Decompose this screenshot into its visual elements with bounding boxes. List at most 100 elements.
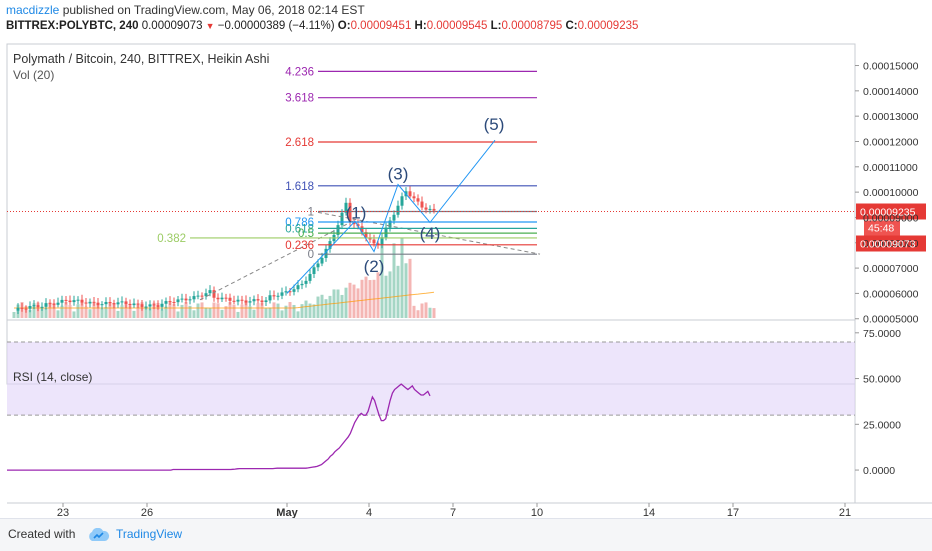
time-tick-label: 17 xyxy=(727,507,739,518)
published-text: published on TradingView.com, May 06, 20… xyxy=(62,3,365,17)
volume-bar xyxy=(84,306,88,318)
volume-bar xyxy=(40,308,44,318)
volume-bar xyxy=(364,276,368,318)
volume-bar xyxy=(280,310,284,318)
price-pane-frame xyxy=(6,43,856,385)
candle-body xyxy=(412,196,416,199)
candle-body xyxy=(400,196,404,206)
price-tick-label: 0.00010000 xyxy=(863,187,919,199)
volume-bar xyxy=(384,275,388,318)
last-price-badge xyxy=(856,235,926,252)
volume-bar xyxy=(344,287,348,318)
volume-bar xyxy=(228,302,232,318)
volume-bar xyxy=(272,302,276,318)
volume-bar xyxy=(92,302,96,318)
elliott-wave-path xyxy=(286,139,496,294)
volume-bar xyxy=(96,302,100,318)
high-value: 0.00009545 xyxy=(426,20,488,32)
volume-bar xyxy=(144,307,148,318)
volume-bar xyxy=(76,304,80,318)
volume-bar xyxy=(388,271,392,318)
volume-bar xyxy=(276,303,280,318)
fib-level-label: 0.382 xyxy=(157,233,186,245)
volume-bar xyxy=(308,303,312,318)
author-link[interactable]: macdizzle xyxy=(6,3,60,17)
open-label: O: xyxy=(337,20,351,32)
time-tick-label: 4 xyxy=(366,507,372,518)
volume-bar xyxy=(424,302,428,318)
candle-body xyxy=(352,222,356,225)
price-tick-label: 0.00006000 xyxy=(863,288,919,300)
volume-bar xyxy=(52,303,56,318)
candle-body xyxy=(336,225,340,235)
time-tick-label: 14 xyxy=(643,507,655,518)
fib-level-label: 0.236 xyxy=(285,240,314,252)
candle-body xyxy=(72,300,76,303)
candle-body xyxy=(380,237,384,245)
candle-body xyxy=(216,297,220,300)
volume-bar xyxy=(100,308,104,318)
candle-body xyxy=(188,299,192,301)
last-price: 0.00009073 xyxy=(141,20,203,32)
candle-body xyxy=(144,306,148,308)
volume-bar xyxy=(404,263,408,318)
wave-label: (5) xyxy=(484,115,505,134)
candle-body xyxy=(312,267,316,275)
price-tick-label: 0.00005000 xyxy=(863,314,919,326)
candle-body xyxy=(40,306,44,308)
candle-body xyxy=(340,212,344,226)
candle-body xyxy=(116,302,120,305)
tradingview-link[interactable]: TradingView xyxy=(116,527,183,541)
candle-body xyxy=(132,303,136,306)
candle-body xyxy=(416,198,420,202)
volume-bar xyxy=(148,308,152,318)
volume-bar xyxy=(212,302,216,318)
fib-level-label: 4.236 xyxy=(285,66,314,78)
low-label: L: xyxy=(490,20,502,32)
rsi-title: RSI (14, close) xyxy=(13,370,92,384)
volume-bar xyxy=(164,306,168,318)
candle-body xyxy=(96,302,100,306)
price-tick-label: 0.00013000 xyxy=(863,111,919,123)
candle-body xyxy=(268,295,272,301)
candle-body xyxy=(212,290,216,298)
volume-bar xyxy=(172,304,176,318)
volume-bar xyxy=(320,294,324,318)
volume-bar xyxy=(224,306,228,318)
candle-body xyxy=(252,299,256,302)
volume-bar xyxy=(392,243,396,318)
volume-bar xyxy=(268,307,272,318)
candle-body xyxy=(36,305,40,308)
candle-body xyxy=(68,300,72,303)
candle-body xyxy=(204,293,208,297)
candle-body xyxy=(112,303,116,305)
candle-body xyxy=(200,295,204,297)
candle-body xyxy=(208,290,212,294)
candle-body xyxy=(56,302,60,305)
wave-label: (3) xyxy=(388,164,409,183)
fib-level-label: 2.618 xyxy=(285,137,314,149)
volume-bar xyxy=(400,237,404,318)
candle-body xyxy=(224,297,228,299)
volume-bar xyxy=(288,302,292,318)
candle-body xyxy=(384,227,388,238)
candle-body xyxy=(24,308,28,310)
trendline-lower xyxy=(199,219,356,301)
chart-area[interactable]: Polymath / Bitcoin, 240, BITTREX, Heikin… xyxy=(0,38,932,518)
volume-bar xyxy=(296,311,300,318)
candle-body xyxy=(120,301,124,303)
candle-body xyxy=(140,304,144,307)
fib-level-label: 0.786 xyxy=(285,217,314,229)
candle-body xyxy=(220,297,224,300)
volume-bar xyxy=(220,309,224,318)
close-label: C: xyxy=(565,20,578,32)
volume-bar xyxy=(252,309,256,318)
symbol-label: BITTREX:POLYBTC, 240 xyxy=(6,20,139,32)
volume-bar xyxy=(108,302,112,318)
volume-bar xyxy=(88,309,92,318)
candle-body xyxy=(432,208,436,211)
time-tick-label: 10 xyxy=(531,507,543,518)
candle-body xyxy=(292,289,296,292)
chart-title: Polymath / Bitcoin, 240, BITTREX, Heikin… xyxy=(13,52,269,66)
wave-label: (1) xyxy=(346,204,367,223)
